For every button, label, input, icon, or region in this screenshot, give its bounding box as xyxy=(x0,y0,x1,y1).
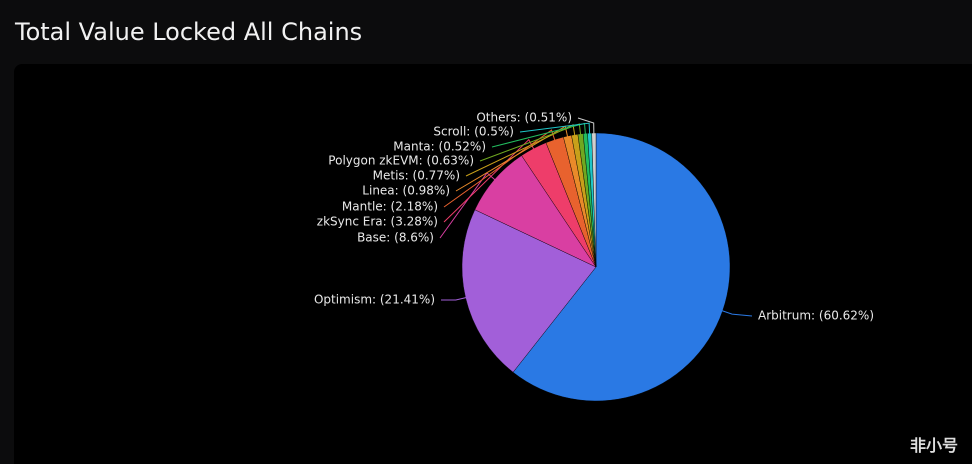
slice-label: Linea: (0.98%) xyxy=(362,184,450,198)
leader-line xyxy=(443,129,556,208)
leader-line xyxy=(720,309,753,317)
slice-label: Others: (0.51%) xyxy=(476,111,572,125)
page-title: Total Value Locked All Chains xyxy=(15,18,363,46)
slice-label: Metis: (0.77%) xyxy=(373,169,460,183)
leader-line xyxy=(443,138,535,223)
slice-label: zkSync Era: (3.28%) xyxy=(317,215,438,229)
slice-label: Mantle: (2.18%) xyxy=(342,200,438,214)
slice-label: Scroll: (0.5%) xyxy=(433,125,514,139)
slice-label: Base: (8.6%) xyxy=(357,231,434,245)
leader-line xyxy=(519,122,591,136)
slice-label: Optimism: (21.41%) xyxy=(314,293,435,307)
slice-label: Polygon zkEVM: (0.63%) xyxy=(328,154,474,168)
leader-line xyxy=(440,296,468,301)
watermark: 非小号 xyxy=(909,436,958,455)
slice-label: Manta: (0.52%) xyxy=(393,140,486,154)
leader-line xyxy=(577,117,595,136)
slice-label: Arbitrum: (60.62%) xyxy=(758,309,874,323)
